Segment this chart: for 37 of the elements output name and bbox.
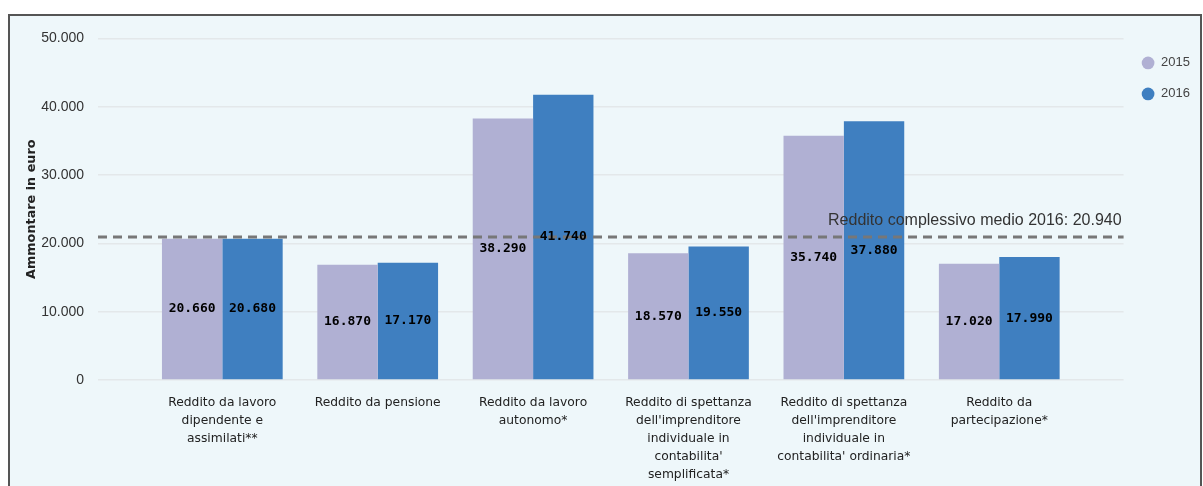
x-tick-label: Reddito di spettanza dell'imprenditore individuale in contabilita' semplificata* <box>625 395 752 482</box>
data-label: 18.570 <box>634 307 682 323</box>
data-label: 35.740 <box>790 248 838 264</box>
data-label: 17.990 <box>1005 309 1054 325</box>
data-label: 37.880 <box>850 241 898 257</box>
data-label: 16.870 <box>324 313 372 329</box>
data-label: 38.290 <box>479 240 527 256</box>
bar <box>938 263 1000 380</box>
y-tick-label: 10.000 <box>41 302 85 319</box>
y-tick-label: 40.000 <box>41 97 85 114</box>
bar <box>472 118 534 380</box>
bar <box>222 238 283 380</box>
y-axis-title: Ammontare in euro <box>23 139 38 279</box>
data-label: 20.660 <box>168 300 216 316</box>
y-tick-label: 20.000 <box>41 234 85 251</box>
data-label: 20.680 <box>229 300 277 316</box>
y-tick-label: 50.000 <box>41 29 85 46</box>
legend-label: 2016 <box>1161 85 1190 101</box>
legend-label: 2015 <box>1161 54 1190 70</box>
x-tick-label: Reddito da partecipazione* <box>950 395 1048 428</box>
data-label: 17.170 <box>384 312 432 328</box>
x-tick-label: Reddito da lavoro autonomo* <box>479 395 588 428</box>
x-tick-label: Reddito da pensione <box>314 395 441 410</box>
y-tick-label: 30.000 <box>41 165 85 182</box>
bar <box>688 246 749 380</box>
x-tick-label: Reddito da lavoro dipendente e assimilati** <box>168 395 277 446</box>
bar <box>628 253 689 380</box>
bar <box>377 262 439 380</box>
bar <box>161 238 223 380</box>
y-tick-label: 0 <box>76 370 85 387</box>
bar <box>533 94 594 380</box>
bar <box>317 264 378 380</box>
data-label: 17.020 <box>945 312 993 328</box>
x-tick-label: Reddito di spettanza dell'imprenditore individuale in contabilita' ordinaria* <box>777 395 911 464</box>
bar <box>999 257 1060 380</box>
data-label: 19.550 <box>695 304 743 320</box>
data-label: 41.740 <box>539 228 587 244</box>
